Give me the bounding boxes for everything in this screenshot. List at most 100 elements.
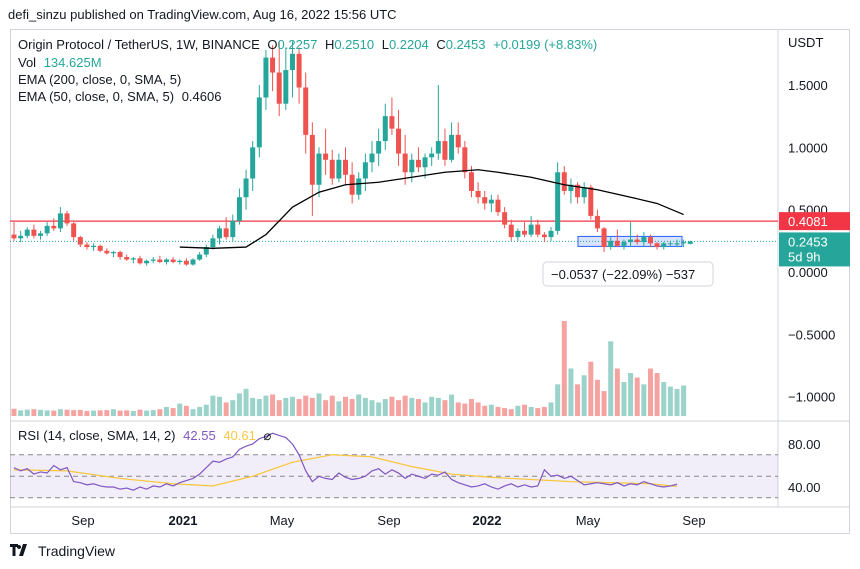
candle-body <box>389 116 395 129</box>
candle-body <box>654 243 660 248</box>
volume-bar <box>18 410 24 416</box>
symbol-title[interactable]: Origin Protocol / TetherUS, 1W, BINANCE <box>18 37 260 52</box>
volume-bar <box>303 395 309 416</box>
volume-bar <box>329 395 335 416</box>
candle-body <box>475 190 481 198</box>
candle-body <box>396 128 402 154</box>
volume-value: 134.625M <box>43 55 102 70</box>
candle-body <box>468 172 474 191</box>
candle-body <box>24 229 30 236</box>
volume-bar <box>455 402 461 416</box>
candle-body <box>575 184 581 198</box>
ema50-legend[interactable]: EMA (50, close, 0, SMA, 5) 0.4606 <box>18 89 225 104</box>
volume-legend[interactable]: Vol 134.625M <box>18 55 106 70</box>
candle-body <box>508 224 514 238</box>
close-value: 0.2453 <box>445 37 486 52</box>
tradingview-brand: TradingView <box>38 543 116 559</box>
candle-body <box>51 225 57 229</box>
volume-bar <box>382 399 388 416</box>
volume-bar <box>369 400 375 416</box>
candle-body <box>343 159 348 175</box>
volume-bar <box>323 400 329 416</box>
candle-body <box>276 72 282 104</box>
volume-bar <box>621 382 627 416</box>
candle-body <box>522 230 528 235</box>
candle-body <box>369 153 375 163</box>
countdown-text: 5d 9h <box>788 249 821 264</box>
candle-body <box>217 228 223 239</box>
volume-bar <box>163 406 169 416</box>
rsi-line <box>13 432 678 491</box>
volume-bar <box>429 396 435 416</box>
candle-body <box>422 157 428 168</box>
volume-bar <box>502 408 508 416</box>
volume-bar <box>561 321 567 416</box>
rsi-value: 42.55 <box>183 428 216 443</box>
candle-body <box>38 233 44 236</box>
candle-body <box>250 147 256 179</box>
candle-body <box>230 220 236 238</box>
currency-label: USDT <box>788 35 823 50</box>
candle-body <box>581 187 587 198</box>
low-value: 0.2204 <box>388 37 429 52</box>
ema50-label: EMA (50, close, 0, SMA, 5) <box>18 89 175 104</box>
volume-bar <box>256 399 262 416</box>
volume-bar <box>555 384 561 416</box>
volume-bar <box>654 373 660 416</box>
candle-body <box>415 159 421 168</box>
candle-body <box>256 97 262 148</box>
change-value: +0.0199 (+8.83%) <box>493 37 598 52</box>
time-tick-label: 2021 <box>169 513 198 528</box>
rsi-legend[interactable]: RSI (14, close, SMA, 14, 2) 42.55 40.61 … <box>18 428 275 444</box>
volume-bar <box>376 402 382 416</box>
volume-bar <box>11 408 17 416</box>
candle-body <box>568 184 574 191</box>
candle-body <box>44 225 50 234</box>
volume-bar <box>442 400 448 416</box>
volume-bar <box>674 388 680 416</box>
volume-bar <box>38 409 44 416</box>
tradingview-logo-icon <box>10 543 32 559</box>
candle-body <box>409 159 415 173</box>
candle-body <box>402 153 408 173</box>
candle-body <box>303 87 309 135</box>
candle-body <box>203 247 209 255</box>
candle-body <box>449 134 455 160</box>
candle-body <box>91 245 97 248</box>
volume-bar <box>190 409 196 416</box>
candle-body <box>362 162 368 179</box>
volume-bar <box>104 410 110 416</box>
tradingview-logo[interactable]: TradingView <box>10 543 115 559</box>
volume-bar <box>144 410 150 416</box>
candle-body <box>263 57 269 98</box>
candle-body <box>64 213 70 224</box>
volume-bar <box>415 399 421 416</box>
volume-bar <box>349 399 355 416</box>
candle-body <box>588 187 594 216</box>
red-level-tag-text: 0.4081 <box>788 214 828 229</box>
time-tick-label: Sep <box>377 513 400 528</box>
volume-bar <box>356 394 362 416</box>
candle-body <box>84 244 90 248</box>
candle-body <box>502 212 508 225</box>
time-tick-label: 2022 <box>473 513 502 528</box>
volume-bar <box>409 397 415 416</box>
volume-bar <box>336 401 342 416</box>
ema200-label: EMA (200, close, 0, SMA, 5) <box>18 72 182 87</box>
candle-body <box>190 259 196 265</box>
candle-body <box>482 197 488 204</box>
volume-bar <box>449 394 455 416</box>
volume-bar <box>283 397 289 416</box>
volume-bar <box>641 384 647 416</box>
candle-body <box>77 237 83 245</box>
candle-body <box>608 240 614 248</box>
current-price-tag-text: 0.2453 <box>788 234 828 249</box>
price-tick-label: 1.0000 <box>788 140 828 155</box>
candle-body <box>110 252 116 254</box>
ema200-legend[interactable]: EMA (200, close, 0, SMA, 5) <box>18 72 185 87</box>
volume-bar <box>667 386 673 416</box>
volume-bar <box>362 397 368 416</box>
candle-body <box>462 147 468 173</box>
volume-bar <box>137 409 143 416</box>
